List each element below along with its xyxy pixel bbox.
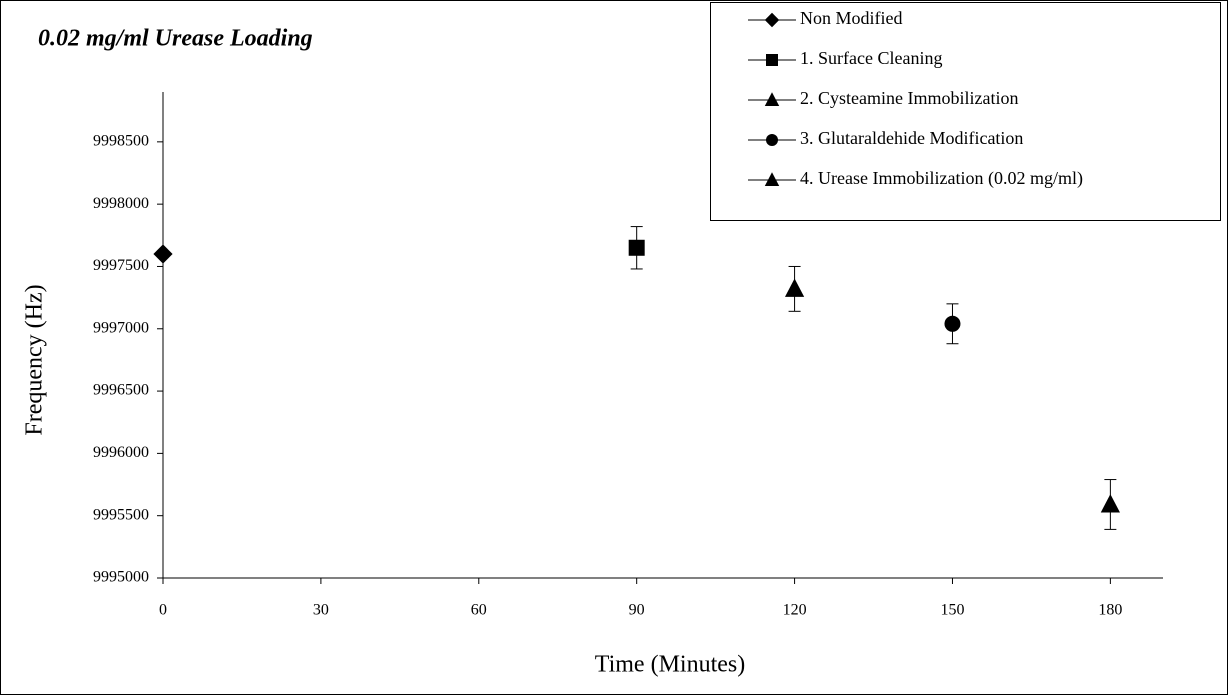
y-tick-label: 9998000 — [93, 195, 149, 212]
x-axis-label: Time (Minutes) — [595, 652, 745, 678]
data-point — [153, 244, 173, 264]
chart-title: 0.02 mg/ml Urease Loading — [38, 26, 313, 52]
x-tick-label: 180 — [1098, 602, 1122, 619]
x-tick-label: 90 — [629, 602, 645, 619]
data-point — [944, 315, 961, 332]
data-point — [784, 278, 805, 297]
y-tick-label: 9996000 — [93, 444, 149, 461]
legend-marker — [766, 54, 778, 66]
x-tick-label: 30 — [313, 602, 329, 619]
legend-label: 2. Cysteamine Immobilization — [800, 88, 1018, 108]
y-tick-label: 9995000 — [93, 569, 149, 586]
data-point — [1100, 494, 1120, 513]
y-tick-label: 9998500 — [93, 133, 149, 150]
legend-marker — [764, 12, 780, 28]
y-axis-label: Frequency (Hz) — [22, 284, 48, 435]
legend-label: Non Modified — [800, 8, 903, 28]
legend-label: 4. Urease Immobilization (0.02 mg/ml) — [800, 168, 1083, 189]
x-tick-label: 120 — [783, 602, 807, 619]
legend-label: 3. Glutaraldehide Modification — [800, 128, 1023, 148]
x-tick-label: 60 — [471, 602, 487, 619]
legend-marker — [766, 134, 778, 146]
y-tick-label: 9996500 — [93, 382, 149, 399]
y-tick-label: 9997500 — [93, 257, 149, 274]
y-tick-label: 9997000 — [93, 319, 149, 336]
legend-marker — [764, 172, 780, 186]
data-point — [628, 239, 645, 256]
y-tick-label: 9995500 — [93, 506, 149, 523]
legend-label: 1. Surface Cleaning — [800, 48, 942, 68]
x-tick-label: 0 — [159, 602, 167, 619]
legend-box — [710, 2, 1221, 221]
x-tick-label: 150 — [940, 602, 964, 619]
legend-marker — [764, 92, 780, 106]
